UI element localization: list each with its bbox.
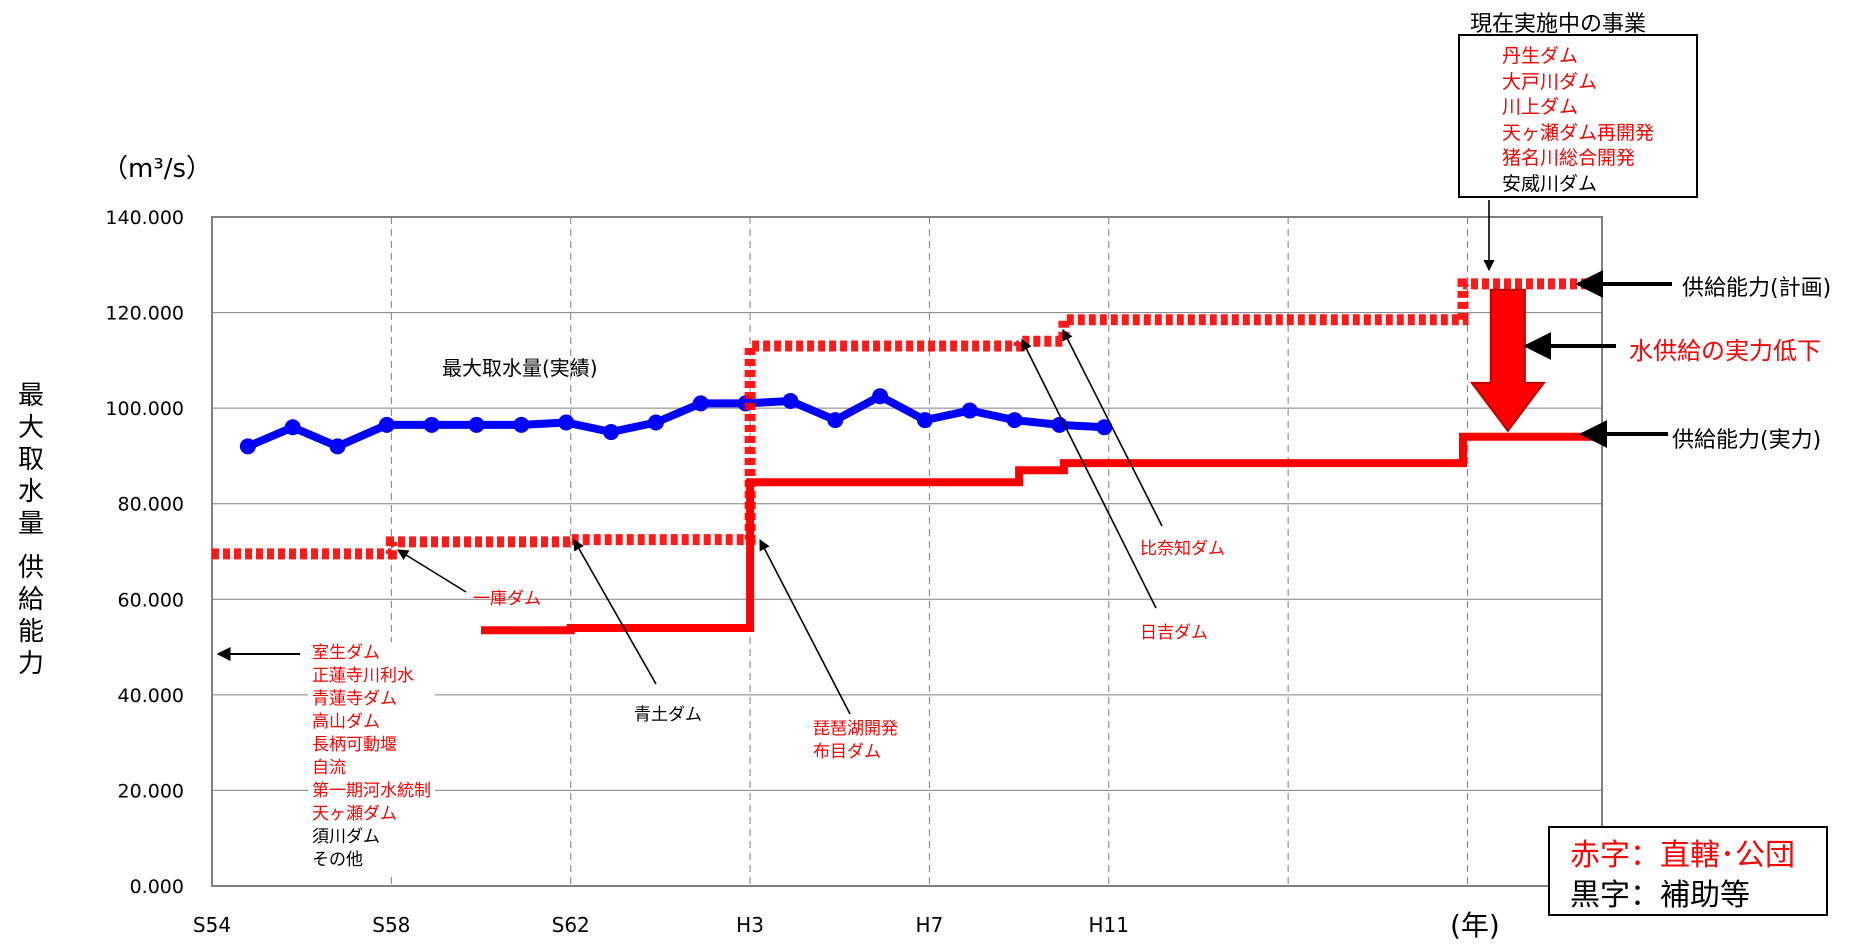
vertical-gridlines [390, 217, 1468, 886]
list-item: 大戸川ダム [1502, 70, 1598, 93]
list-item: 第一期河水統制 [312, 781, 431, 801]
list-item: 室生ダム [312, 643, 380, 663]
list-item: 青蓮寺ダム [312, 689, 397, 709]
y-tick-label: 40.000 [118, 685, 184, 707]
list-item: 須川ダム [312, 827, 380, 847]
legend-red-text: 赤字：直轄･公団 [1570, 838, 1795, 873]
x-tick-label: S54 [193, 913, 231, 937]
ichiko-dam-label: 一庫ダム [473, 589, 541, 609]
y-tick-label: 60.000 [118, 589, 184, 611]
capacity-decline-label: 水供給の実力低下 [1629, 337, 1821, 365]
data-point-marker [468, 416, 485, 433]
x-tick-label: S58 [372, 913, 410, 937]
plot-area [211, 216, 1603, 887]
x-tick-label: H11 [1089, 913, 1130, 937]
biwako-label-line: 琵琶湖開発 [813, 719, 898, 739]
y-tick-labels: 0.000 20.000 40.000 60.000 80.000 100.000 120.… [105, 207, 184, 898]
data-point-marker [782, 392, 799, 409]
y-tick-label: 80.000 [118, 494, 184, 516]
ichiko-dam-arrow [397, 549, 467, 593]
hinachi-dam-label: 比奈知ダム [1140, 539, 1225, 559]
data-point-marker [603, 424, 620, 441]
data-point-marker [692, 395, 709, 412]
early-projects-list: 室生ダム 正蓮寺川利水 青蓮寺ダム 高山ダム 長柄可動堰 自流 第一期河水統制 … [308, 642, 435, 872]
nunome-label-line: 布目ダム [813, 742, 881, 762]
hinachi-dam-arrow [1062, 329, 1163, 527]
data-point-marker [513, 416, 530, 433]
list-item: 丹生ダム [1502, 45, 1579, 67]
y-axis-title-char: 取 [18, 445, 45, 475]
hiyoshi-dam-arrow [1021, 338, 1157, 609]
data-point-marker [872, 388, 889, 405]
y-axis-title-gap [18, 540, 42, 552]
current-projects-title: 現在実施中の事業 [1470, 12, 1647, 37]
biwako-label: 琵琶湖開発 布目ダム [813, 718, 898, 764]
data-point-marker [284, 419, 301, 436]
series-line-actual-capacity [481, 432, 1602, 635]
y-axis-title-char: 能 [18, 617, 45, 647]
list-item: 天ヶ瀬ダム再開発 [1502, 121, 1655, 144]
list-item: 自流 [312, 758, 346, 778]
data-point-marker [916, 412, 933, 429]
data-point-marker [961, 402, 978, 419]
data-point-marker [558, 414, 575, 431]
y-axis-title-char: 最 [18, 381, 45, 411]
y-axis-title-char: 水 [18, 477, 45, 507]
list-item: 長柄可動堰 [312, 735, 397, 755]
y-tick-label: 0.000 [130, 876, 184, 898]
y-axis-title-char: 供 [18, 553, 45, 583]
aozuchi-dam-arrow [573, 539, 657, 685]
data-point-marker [1051, 416, 1068, 433]
biwako-arrow [759, 539, 851, 715]
pointer-arrows [216, 200, 1672, 715]
capacity-decline-arrow [1469, 288, 1546, 433]
legend-black-text: 黒字：補助等 [1570, 878, 1750, 913]
x-tick-label: H3 [736, 913, 764, 937]
current-projects-box: 丹生ダム 大戸川ダム 川上ダム 天ヶ瀬ダム再開発 猪名川総合開発 安威川ダム [1458, 34, 1698, 198]
list-item: 天ヶ瀬ダム [312, 804, 397, 824]
y-axis-title-char: 給 [18, 585, 45, 615]
aozuchi-dam-label: 青土ダム [634, 705, 702, 725]
y-axis-title: 最 大 取 水 量 供 給 能 力 [18, 380, 45, 680]
data-point-marker [329, 438, 346, 455]
y-axis-title-char: 大 [18, 413, 45, 443]
y-tick-label: 140.000 [105, 207, 184, 229]
y-tick-label: 120.000 [105, 303, 184, 325]
actual-intake-label: 最大取水量(実績) [442, 356, 598, 380]
y-tick-label: 20.000 [118, 780, 184, 802]
series-layer [212, 278, 1602, 635]
y-tick-label: 100.000 [105, 398, 184, 420]
actual-capacity-label: 供給能力(実力) [1672, 428, 1822, 453]
data-point-marker [647, 414, 664, 431]
hiyoshi-dam-label: 日吉ダム [1140, 623, 1208, 643]
data-point-marker [239, 438, 256, 455]
x-tick-label: S62 [552, 913, 590, 937]
y-unit-label: （m³/s） [102, 154, 213, 184]
list-item: 猪名川総合開発 [1502, 147, 1636, 169]
x-tick-label: H7 [916, 913, 944, 937]
data-point-marker [423, 416, 440, 433]
color-legend-box: 赤字：直轄･公団 黒字：補助等 [1548, 826, 1828, 916]
series-line-plan-capacity [212, 278, 1602, 560]
list-item: 高山ダム [312, 712, 380, 732]
y-axis-title-char: 量 [18, 509, 45, 539]
list-item: 正蓮寺川利水 [312, 666, 414, 686]
list-item: 安威川ダム [1502, 172, 1598, 195]
x-unit-label: (年) [1450, 909, 1500, 942]
plan-capacity-label: 供給能力(計画) [1682, 276, 1832, 301]
x-tick-labels: S54 S58 S62 H3 H7 H11 [193, 913, 1129, 937]
data-point-marker [827, 412, 844, 429]
y-axis-title-char: 力 [18, 649, 45, 679]
list-item: その他 [312, 850, 363, 870]
list-item: 川上ダム [1502, 96, 1579, 118]
data-point-marker [1096, 419, 1113, 436]
data-point-marker [378, 416, 395, 433]
data-point-marker [1006, 412, 1023, 429]
